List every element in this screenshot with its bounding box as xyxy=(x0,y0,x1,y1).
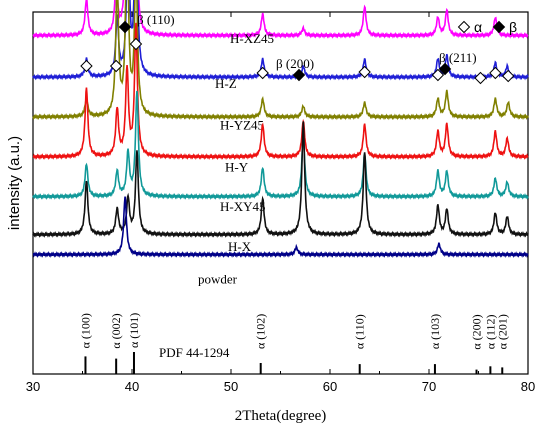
alpha-marker-icon xyxy=(489,66,502,80)
alpha-marker-icon xyxy=(474,71,487,85)
beta-marker-icon xyxy=(292,68,306,82)
legend-alpha-icon xyxy=(457,20,471,34)
reference-label: α (112) xyxy=(483,314,497,349)
alpha-marker-icon xyxy=(256,66,269,80)
alpha-marker-icon xyxy=(80,59,93,73)
alpha-marker-icon xyxy=(358,65,371,79)
legend-beta-label: β xyxy=(509,19,517,35)
reference-label: α (102) xyxy=(254,314,268,349)
series-powder-line xyxy=(32,196,529,259)
beta-marker-icon xyxy=(438,62,452,76)
series-h-y-line xyxy=(32,22,529,161)
series-h-yz45-line xyxy=(32,0,529,121)
reference-label: α (103) xyxy=(428,314,442,349)
alpha-marker-icon xyxy=(431,68,445,82)
reference-label: α (002) xyxy=(109,313,123,348)
x-tick-label: 40 xyxy=(125,379,139,394)
series-label-powder: powder xyxy=(198,272,238,287)
x-tick-label: 60 xyxy=(323,379,337,394)
beta-annotation-label: β (200) xyxy=(276,56,314,71)
x-tick-label: 30 xyxy=(26,379,40,394)
series-label-h-z: H-Z xyxy=(215,76,237,91)
reference-label: α (110) xyxy=(353,314,367,349)
reference-label: α (100) xyxy=(78,313,92,348)
series-h-xz45-line xyxy=(32,0,529,39)
reference-label: α (201) xyxy=(495,314,509,349)
series-label-h-x: H-X xyxy=(228,239,252,254)
beta-annotation-label: β (110) xyxy=(137,12,175,27)
alpha-marker-icon xyxy=(129,37,143,51)
series-label-h-xy45: H-XY45 xyxy=(220,199,266,214)
legend-beta-icon xyxy=(492,20,506,34)
reference-label: α (200) xyxy=(470,314,484,349)
alpha-marker-icon xyxy=(501,69,515,83)
x-tick-label: 50 xyxy=(224,379,238,394)
series-label-h-xz45: H-XZ45 xyxy=(230,31,274,46)
x-tick-label: 80 xyxy=(521,379,535,394)
y-axis-label: intensity (a.u.) xyxy=(6,136,23,230)
legend-alpha-label: α xyxy=(474,19,482,35)
series-h-x-line xyxy=(32,121,529,238)
x-axis-label: 2Theta(degree) xyxy=(235,408,327,424)
series-label-h-yz45: H-YZ45 xyxy=(220,118,264,133)
reference-label: α (101) xyxy=(127,313,141,348)
reference-name: PDF 44-1294 xyxy=(159,345,230,360)
series-label-h-y: H-Y xyxy=(225,159,249,174)
beta-marker-icon xyxy=(118,20,132,34)
beta-annotation-label: β (211) xyxy=(439,50,477,65)
alpha-marker-icon xyxy=(109,59,123,73)
series-h-xy45-line xyxy=(32,90,529,200)
x-tick-label: 70 xyxy=(422,379,436,394)
